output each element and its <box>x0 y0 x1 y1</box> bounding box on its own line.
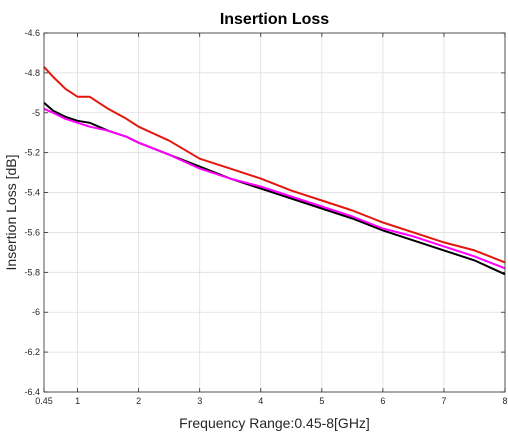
chart-title: Insertion Loss <box>220 11 329 28</box>
x-tick-label: 6 <box>380 396 385 406</box>
y-tick-label: -5.8 <box>24 267 40 277</box>
axis-ticks: 0.45 1 2 3 4 5 6 7 8 -6.4 -6.2 -6 -5.8 -5.6 -5.4 -5.2 -5… <box>24 28 507 406</box>
y-tick-label: -6 <box>32 307 40 317</box>
series-line-1 <box>43 66 506 264</box>
x-tick-label: 3 <box>197 396 202 406</box>
y-axis-label: Insertion Loss [dB] <box>3 155 19 271</box>
y-tick-label: -5 <box>32 108 40 118</box>
y-tick-label: -4.6 <box>24 28 40 38</box>
x-tick-label: 8 <box>502 396 507 406</box>
x-tick-label: 4 <box>258 396 263 406</box>
x-axis-label: Frequency Range:0.45-8[GHz] <box>179 415 370 431</box>
y-tick-label: -5.2 <box>24 148 40 158</box>
series-line-3 <box>43 107 506 270</box>
y-tick-label: -4.8 <box>24 68 40 78</box>
plot-frame <box>43 32 506 393</box>
x-tick-label: 2 <box>136 396 141 406</box>
plot-area <box>44 33 505 392</box>
grid-lines <box>44 33 505 392</box>
x-tick-label: 5 <box>319 396 324 406</box>
y-tick-label: -6.2 <box>24 347 40 357</box>
y-tick-label: -6.4 <box>24 387 40 397</box>
series-layer <box>43 66 506 276</box>
x-tick-label: 0.45 <box>35 396 53 406</box>
y-tick-label: -5.6 <box>24 227 40 237</box>
x-tick-label: 1 <box>75 396 80 406</box>
y-tick-label: -5.4 <box>24 188 40 198</box>
x-tick-label: 7 <box>441 396 446 406</box>
